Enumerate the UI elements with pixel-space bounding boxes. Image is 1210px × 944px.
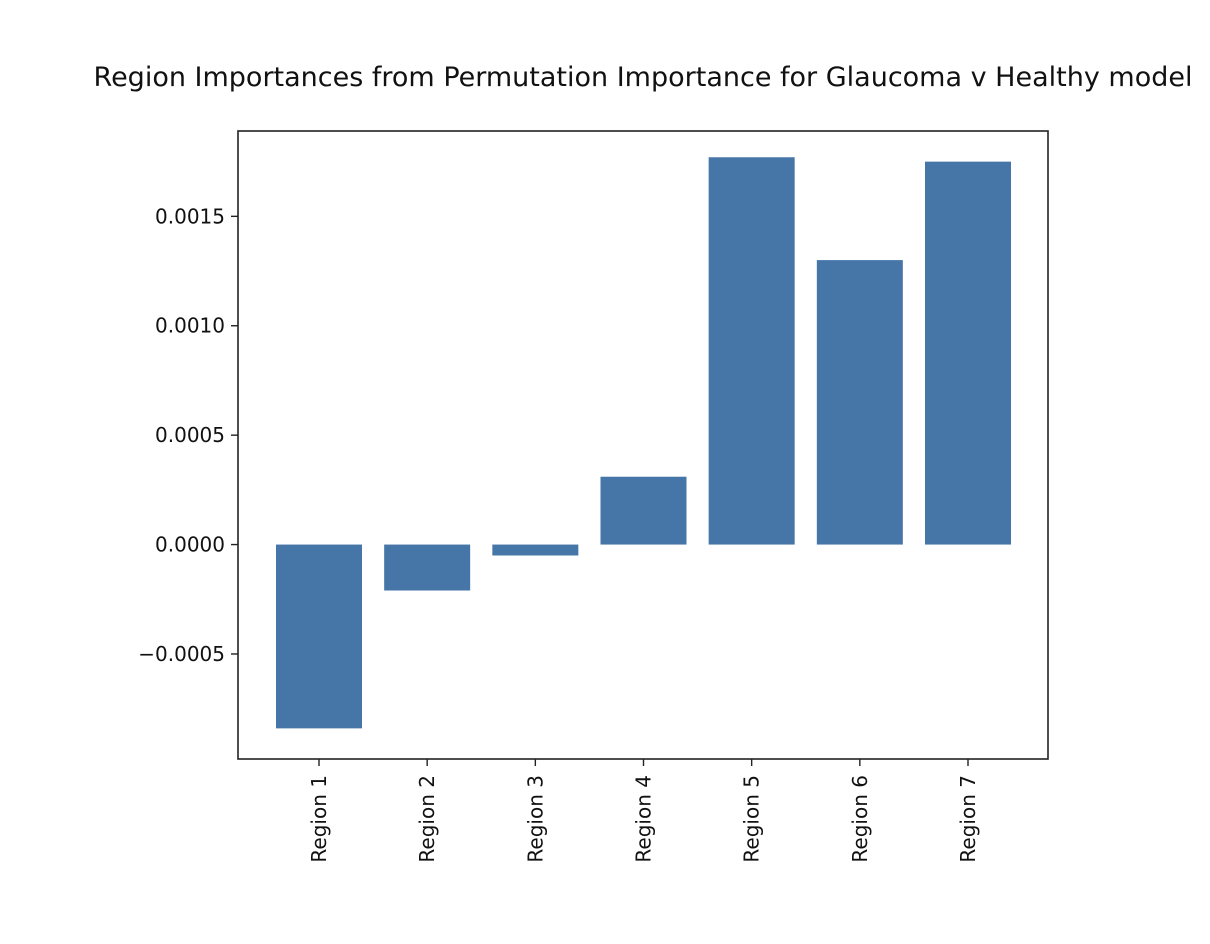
chart-title: Region Importances from Permutation Impo…: [94, 62, 1193, 93]
y-tick-label: −0.0005: [138, 642, 225, 666]
bar-3: [492, 544, 579, 556]
bar-1: [276, 544, 362, 729]
bar-4: [600, 476, 687, 545]
y-tick-label: 0.0015: [155, 204, 225, 228]
bars-layer: [276, 157, 1011, 729]
y-axis: −0.0005 0.0000 0.0005 0.0010 0.0015: [138, 204, 238, 666]
bar-5: [708, 157, 795, 545]
y-tick-label: 0.0010: [155, 314, 225, 338]
x-axis: Region 1 Region 2 Region 3 Region 4 Region 5…: [307, 759, 980, 863]
x-tick-label: Region 1: [307, 775, 331, 863]
x-tick-label: Region 3: [523, 775, 547, 863]
plot-frame: [237, 130, 1049, 760]
x-tick-label: Region 7: [956, 775, 980, 863]
y-tick-label: 0.0005: [155, 423, 225, 447]
bar-7: [925, 161, 1011, 545]
bar-2: [384, 544, 471, 591]
x-tick-label: Region 6: [848, 775, 872, 863]
bar-6: [816, 260, 903, 545]
x-tick-label: Region 4: [632, 775, 656, 863]
x-tick-label: Region 2: [415, 775, 439, 863]
x-tick-label: Region 5: [740, 775, 764, 863]
y-tick-label: 0.0000: [155, 533, 225, 557]
